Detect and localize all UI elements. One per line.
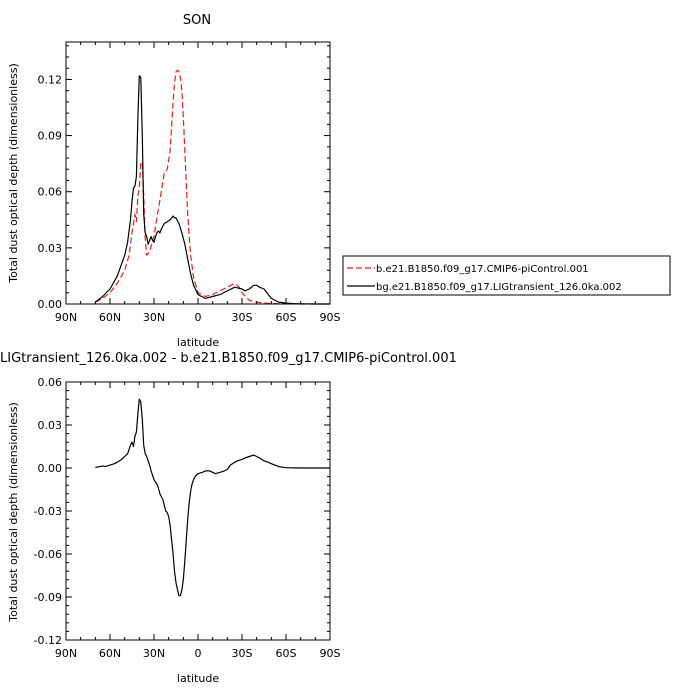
bottom-panel: LIGtransient_126.0ka.002 - b.e21.B1850.f…	[0, 351, 457, 685]
top-y-tick-label: 0.06	[38, 186, 63, 199]
top-panel-title: SON	[183, 13, 211, 28]
top-series-line-1	[94, 75, 330, 305]
bottom-y-tick-label: 0.00	[38, 462, 63, 475]
bottom-x-tick-label: 90N	[55, 647, 77, 660]
top-x-tick-label: 0	[195, 311, 202, 324]
top-y-tick-label: 0.12	[38, 73, 63, 86]
bottom-panel-title: LIGtransient_126.0ka.002 - b.e21.B1850.f…	[0, 351, 457, 366]
bottom-x-tick-label: 30S	[232, 647, 253, 660]
bottom-panel-y-axis-label: Total dust optical depth (dimensionless)	[7, 402, 20, 622]
bottom-panel-frame	[65, 381, 331, 641]
bottom-y-tick-label: -0.12	[34, 634, 62, 647]
top-panel: SON 90N 60N 30N 0 30S 60S 90S 0.00 0.03 0.06 0.09 0…	[7, 13, 671, 349]
bottom-x-tick-label: 60S	[276, 647, 297, 660]
bottom-y-tick-label: -0.06	[34, 548, 62, 561]
top-x-tick-label: 60S	[276, 311, 297, 324]
bottom-y-tick-label: 0.03	[38, 419, 63, 432]
top-x-tick-label: 90N	[55, 311, 77, 324]
top-panel-x-axis-label: latitude	[177, 336, 219, 349]
legend-label-1: bg.e21.B1850.f09_g17.LIGtransient_126.0k…	[376, 282, 622, 293]
bottom-series-line-0	[95, 398, 330, 597]
top-panel-frame	[65, 41, 331, 305]
top-x-tick-label: 30N	[143, 311, 165, 324]
top-y-tick-label: 0.09	[38, 130, 63, 143]
top-x-tick-label: 90S	[320, 311, 341, 324]
top-panel-y-axis-label: Total dust optical depth (dimensionless)	[7, 63, 20, 283]
top-panel-series	[94, 69, 330, 305]
bottom-x-tick-label: 90S	[320, 647, 341, 660]
top-y-tick-label: 0.03	[38, 242, 63, 255]
legend-box	[342, 255, 671, 296]
bottom-y-tick-label: -0.09	[34, 591, 62, 604]
legend-label-0: b.e21.B1850.f09_g17.CMIP6-piControl.001	[376, 264, 589, 275]
bottom-x-tick-label: 60N	[99, 647, 121, 660]
bottom-panel-x-axis-label: latitude	[177, 672, 219, 685]
legend: b.e21.B1850.f09_g17.CMIP6-piControl.001b…	[342, 255, 671, 296]
bottom-x-tick-label: 30N	[143, 647, 165, 660]
bottom-y-tick-label: 0.06	[38, 376, 63, 389]
top-series-line-0	[95, 69, 330, 305]
bottom-panel-axes: 90N 60N 30N 0 30S 60S 90S -0.12 -0.09 -0.06 -0.03 0…	[34, 376, 341, 660]
top-x-tick-label: 60N	[99, 311, 121, 324]
bottom-panel-series	[95, 398, 330, 597]
bottom-y-tick-label: -0.03	[34, 505, 62, 518]
top-x-tick-label: 30S	[232, 311, 253, 324]
bottom-x-tick-label: 0	[195, 647, 202, 660]
top-y-tick-label: 0.00	[38, 298, 63, 311]
top-panel-axes: 90N 60N 30N 0 30S 60S 90S 0.00 0.03 0.06 0.09 0.12	[38, 42, 341, 324]
